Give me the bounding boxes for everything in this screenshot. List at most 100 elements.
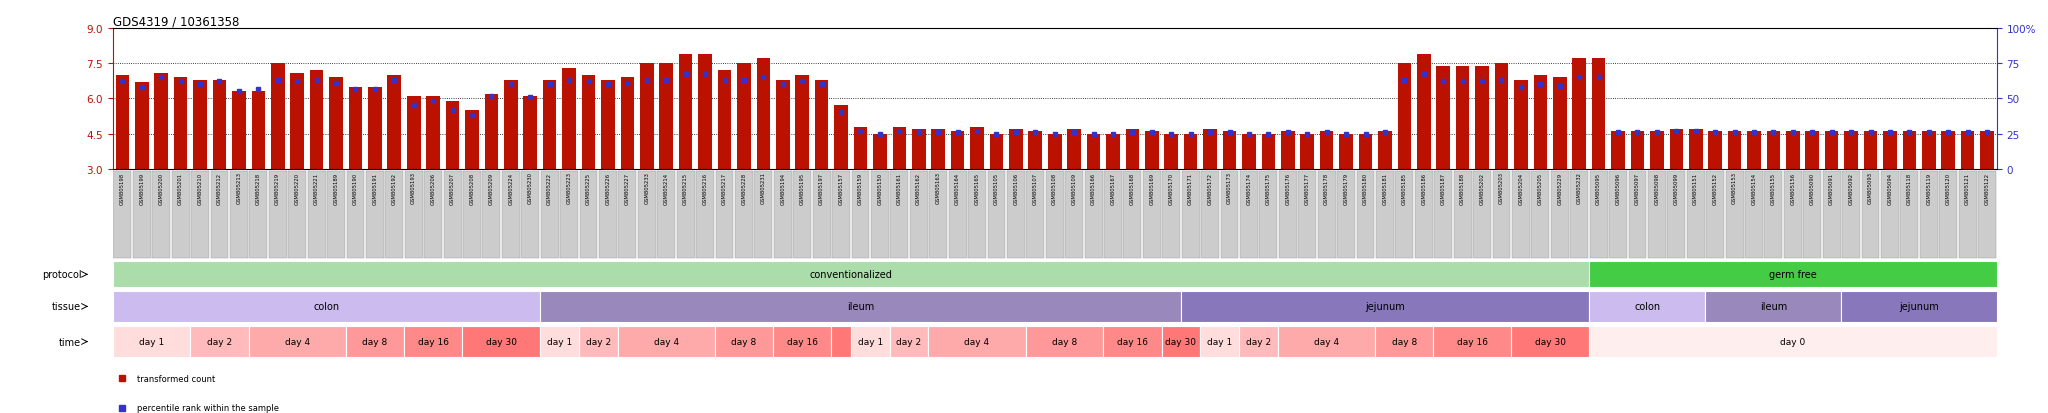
Text: GSM805153: GSM805153 (1733, 172, 1737, 204)
Text: GSM805212: GSM805212 (217, 172, 221, 204)
Text: day 2: day 2 (207, 337, 231, 346)
FancyBboxPatch shape (190, 171, 209, 259)
Bar (1280, 132, 1294, 169)
Text: GSM805105: GSM805105 (993, 172, 999, 204)
Text: GSM805181: GSM805181 (1382, 172, 1386, 204)
Bar (387, 76, 401, 169)
Text: day 4: day 4 (285, 337, 309, 346)
Bar (1184, 134, 1198, 169)
Text: GSM805161: GSM805161 (897, 172, 901, 204)
Text: GSM805108: GSM805108 (1053, 172, 1057, 204)
Bar (1436, 66, 1450, 169)
Text: GSM805217: GSM805217 (723, 172, 727, 204)
FancyBboxPatch shape (850, 326, 889, 358)
FancyBboxPatch shape (1085, 171, 1102, 259)
Text: percentile rank within the sample: percentile rank within the sample (137, 403, 279, 412)
Text: GSM805209: GSM805209 (489, 172, 494, 204)
Text: GSM805208: GSM805208 (469, 172, 475, 204)
Bar (1845, 132, 1858, 169)
Text: GSM805192: GSM805192 (391, 172, 397, 204)
FancyBboxPatch shape (831, 171, 850, 259)
Bar (795, 76, 809, 169)
FancyBboxPatch shape (618, 171, 637, 259)
Text: GSM805205: GSM805205 (1538, 172, 1542, 204)
Text: day 16: day 16 (1116, 337, 1149, 346)
FancyBboxPatch shape (1026, 326, 1104, 358)
Text: GDS4319 / 10361358: GDS4319 / 10361358 (113, 16, 240, 29)
FancyBboxPatch shape (1765, 171, 1782, 259)
Text: GSM805194: GSM805194 (780, 172, 784, 204)
Text: day 1: day 1 (139, 337, 164, 346)
Bar (1397, 64, 1411, 169)
FancyBboxPatch shape (229, 171, 248, 259)
FancyBboxPatch shape (715, 326, 772, 358)
Bar (231, 92, 246, 169)
Text: day 1: day 1 (1206, 337, 1233, 346)
FancyBboxPatch shape (1823, 171, 1841, 259)
FancyBboxPatch shape (1278, 326, 1374, 358)
Text: GSM805207: GSM805207 (451, 172, 455, 204)
Bar (524, 97, 537, 169)
Bar (1942, 132, 1956, 169)
Bar (602, 81, 614, 169)
Text: GSM805187: GSM805187 (1440, 172, 1446, 204)
Bar (1708, 132, 1722, 169)
FancyBboxPatch shape (1337, 171, 1356, 259)
FancyBboxPatch shape (1161, 326, 1200, 358)
Text: day 8: day 8 (362, 337, 387, 346)
Bar (115, 76, 129, 169)
FancyBboxPatch shape (1163, 171, 1180, 259)
Text: GSM805193: GSM805193 (412, 172, 416, 204)
Text: GSM805179: GSM805179 (1343, 172, 1348, 204)
Text: GSM805233: GSM805233 (645, 172, 649, 204)
Bar (756, 59, 770, 169)
FancyBboxPatch shape (248, 326, 346, 358)
Text: GSM805222: GSM805222 (547, 172, 553, 204)
Text: GSM805230: GSM805230 (528, 172, 532, 204)
FancyBboxPatch shape (385, 171, 403, 259)
Bar (1669, 130, 1683, 169)
Text: GSM805198: GSM805198 (121, 172, 125, 204)
Bar (1884, 132, 1896, 169)
Text: GSM805203: GSM805203 (1499, 172, 1503, 204)
Bar (369, 88, 381, 169)
FancyBboxPatch shape (580, 171, 598, 259)
Text: GSM805229: GSM805229 (1556, 172, 1563, 204)
FancyBboxPatch shape (403, 326, 463, 358)
Bar (485, 95, 498, 169)
Bar (1028, 132, 1042, 169)
Text: GSM805122: GSM805122 (1985, 172, 1989, 204)
Text: colon: colon (313, 301, 340, 312)
FancyBboxPatch shape (1239, 326, 1278, 358)
Bar (1262, 134, 1276, 169)
Bar (854, 127, 866, 169)
Text: day 30: day 30 (485, 337, 516, 346)
FancyBboxPatch shape (463, 326, 541, 358)
Text: GSM805096: GSM805096 (1616, 172, 1620, 204)
Text: GSM805218: GSM805218 (256, 172, 260, 204)
Bar (950, 132, 965, 169)
Bar (1417, 55, 1432, 169)
FancyBboxPatch shape (1843, 171, 1860, 259)
Bar (1106, 134, 1120, 169)
Bar (309, 71, 324, 169)
Bar (465, 111, 479, 169)
Bar (971, 127, 983, 169)
FancyBboxPatch shape (1841, 291, 1997, 323)
FancyBboxPatch shape (1958, 171, 1976, 259)
FancyBboxPatch shape (346, 171, 365, 259)
FancyBboxPatch shape (541, 291, 1182, 323)
Bar (330, 78, 342, 169)
Bar (1591, 59, 1606, 169)
Text: GSM805091: GSM805091 (1829, 172, 1835, 204)
Bar (1534, 76, 1546, 169)
Text: GSM805202: GSM805202 (1479, 172, 1485, 204)
Text: conventionalized: conventionalized (809, 270, 893, 280)
Bar (1223, 132, 1237, 169)
Bar (1573, 59, 1585, 169)
FancyBboxPatch shape (346, 326, 403, 358)
Text: day 4: day 4 (653, 337, 678, 346)
FancyBboxPatch shape (754, 171, 772, 259)
FancyBboxPatch shape (1317, 171, 1335, 259)
Text: GSM805225: GSM805225 (586, 172, 592, 204)
